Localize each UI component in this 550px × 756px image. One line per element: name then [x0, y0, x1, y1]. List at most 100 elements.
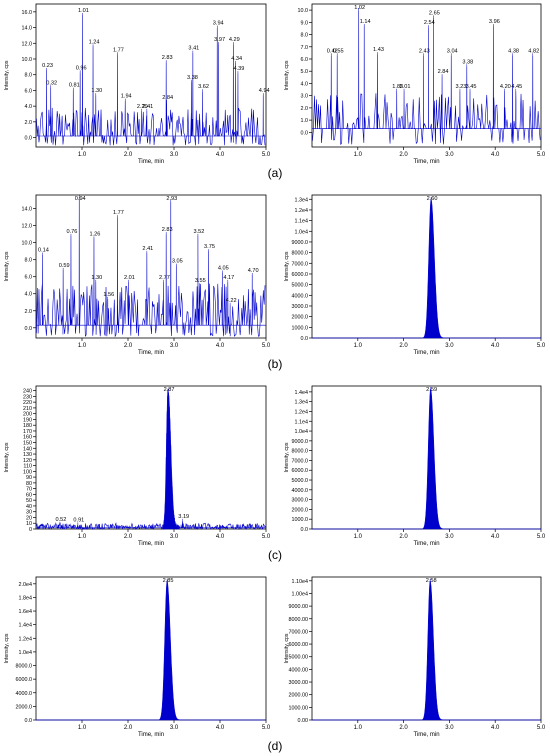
- y-tick-label: 8000.0: [292, 251, 309, 257]
- y-tick-label: 9000.0: [292, 439, 309, 445]
- x-axis-label: Time, min: [138, 159, 164, 165]
- y-tick-label: 6000.0: [292, 272, 309, 278]
- y-tick-label: 2000.0: [292, 507, 309, 513]
- y-tick-label: 8000.0: [292, 449, 309, 455]
- x-tick-label: 1.0: [78, 534, 87, 540]
- y-tick-label: 5000.0: [292, 283, 309, 289]
- x-tick-label: 2.0: [124, 534, 133, 540]
- peak-label: 0.55: [333, 48, 344, 54]
- x-tick-label: 2.0: [124, 152, 133, 158]
- peak-area: [36, 580, 266, 721]
- y-tick-label: 0.0: [301, 336, 309, 342]
- y-tick-label: 8000.00: [289, 617, 309, 623]
- peak-label: 1.24: [89, 39, 100, 45]
- y-tick-label: 3000.00: [289, 680, 309, 686]
- y-tick-label: 50: [26, 498, 32, 504]
- y-tick-label: 1.0: [301, 118, 309, 124]
- y-tick-label: 2000.0: [16, 704, 33, 710]
- y-tick-label: 140: [23, 446, 32, 452]
- x-tick-label: 3.0: [445, 534, 454, 540]
- y-tick-label: 8.0: [25, 258, 33, 264]
- peak-label: 3.04: [447, 48, 458, 54]
- x-axis-label: Time, min: [138, 732, 164, 738]
- peak-area: [312, 388, 541, 530]
- main-peak-fill: [162, 388, 180, 530]
- y-tick-label: 1.00e4: [292, 591, 309, 597]
- x-tick-label: 3.0: [170, 152, 179, 158]
- y-tick-label: 12.0: [22, 41, 33, 47]
- y-tick-label: 2.0: [25, 309, 33, 315]
- x-axis-label: Time, min: [413, 350, 439, 356]
- peak-label: 0.81: [69, 83, 80, 89]
- y-tick-label: 0: [29, 527, 32, 533]
- x-tick-label: 4.0: [216, 343, 225, 349]
- y-tick-label: 6000.00: [289, 642, 309, 648]
- y-tick-label: 1.4e4: [19, 623, 33, 629]
- x-axis-label: Time, min: [413, 159, 439, 165]
- chart-d-right: 0.00 1000.00 2000.00 3000.00 4000.00 5000.00 6…: [284, 576, 546, 738]
- x-tick-label: 4.0: [216, 152, 225, 158]
- x-axis-label: Time, min: [138, 541, 164, 547]
- peak-label: 1.26: [90, 231, 101, 237]
- chart-c-left: 0102030405060708090100110120130140150160…: [4, 385, 271, 547]
- x-tick-label: 1.0: [354, 343, 363, 349]
- peak-label: 1.30: [91, 88, 102, 94]
- peak-label: 1.14: [360, 19, 371, 25]
- peak-label: 3.19: [178, 514, 189, 520]
- y-tick-label: 2.0: [25, 120, 33, 126]
- peak-label: 3.45: [466, 84, 477, 90]
- y-tick-label: 2.0e4: [19, 582, 33, 588]
- y-tick-label: 1.6e4: [19, 609, 33, 615]
- peak-label: 3.38: [462, 59, 473, 65]
- x-tick-label: 5.0: [537, 534, 546, 540]
- y-tick-label: 1.1e4: [295, 219, 309, 225]
- chart-b-left: 0.02.04.06.08.010.012.014.01.0 2.0 3.0 4.0 5…: [4, 194, 271, 356]
- caption-c: (c): [268, 548, 282, 562]
- peak-label: 3.94: [213, 21, 224, 27]
- peak-label: 4.05: [218, 265, 229, 271]
- peak-label: 1.94: [121, 94, 132, 100]
- x-tick-label: 1.0: [78, 343, 87, 349]
- y-tick-label: 6.0: [25, 275, 33, 281]
- peak-label: 2.83: [162, 227, 173, 233]
- x-tick-label: 3.0: [170, 534, 179, 540]
- x-tick-label: 1.0: [354, 534, 363, 540]
- peak-label: 3.75: [204, 244, 215, 250]
- y-tick-label: 240: [23, 389, 32, 395]
- y-tick-label: 1000.0: [292, 325, 309, 331]
- x-tick-label: 5.0: [537, 152, 546, 158]
- peak-label: 1.02: [354, 5, 365, 11]
- y-tick-label: 0.0: [301, 130, 309, 136]
- x-tick-label: 1.0: [354, 725, 363, 731]
- y-tick-label: 160: [23, 435, 32, 441]
- y-tick-label: 12.0: [22, 224, 33, 230]
- y-tick-label: 4.0: [25, 292, 33, 298]
- peak-label: 4.22: [226, 298, 237, 304]
- x-axis-label: Time, min: [413, 732, 439, 738]
- peak-label: 2.41: [142, 246, 153, 252]
- y-tick-label: 190: [23, 417, 32, 423]
- y-tick-label: 14.0: [22, 26, 33, 32]
- peak-label: 2.65: [429, 10, 440, 16]
- y-tick-label: 7000.0: [292, 261, 309, 267]
- y-tick-label: 70: [26, 487, 32, 493]
- y-tick-label: 14.0: [22, 207, 33, 213]
- y-axis-label: Intensity, cps: [4, 60, 10, 90]
- y-tick-label: 10.0: [22, 57, 33, 63]
- x-tick-label: 5.0: [262, 152, 271, 158]
- y-tick-label: 1.10e4: [292, 579, 309, 585]
- x-tick-label: 5.0: [262, 343, 271, 349]
- peak-label: 3.97: [214, 37, 225, 43]
- peak-label: 2.83: [162, 55, 173, 61]
- x-tick-label: 2.0: [399, 343, 408, 349]
- y-tick-label: 100: [23, 469, 32, 475]
- y-tick-label: 1.3e4: [295, 400, 309, 406]
- y-axis-label: Intensity, cps: [4, 442, 10, 472]
- peak-label: 1.01: [78, 8, 89, 14]
- peak-label: 0.32: [46, 80, 57, 86]
- peak-label: 1.77: [113, 210, 124, 216]
- y-axis-label: Intensity, cps: [284, 633, 290, 663]
- peak-label: 4.34: [231, 56, 242, 62]
- peak-label: 2.01: [124, 275, 135, 281]
- peak-label: 1.77: [113, 47, 124, 53]
